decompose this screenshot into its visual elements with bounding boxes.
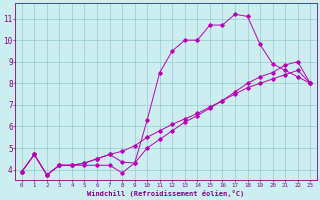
X-axis label: Windchill (Refroidissement éolien,°C): Windchill (Refroidissement éolien,°C) [87,190,244,197]
